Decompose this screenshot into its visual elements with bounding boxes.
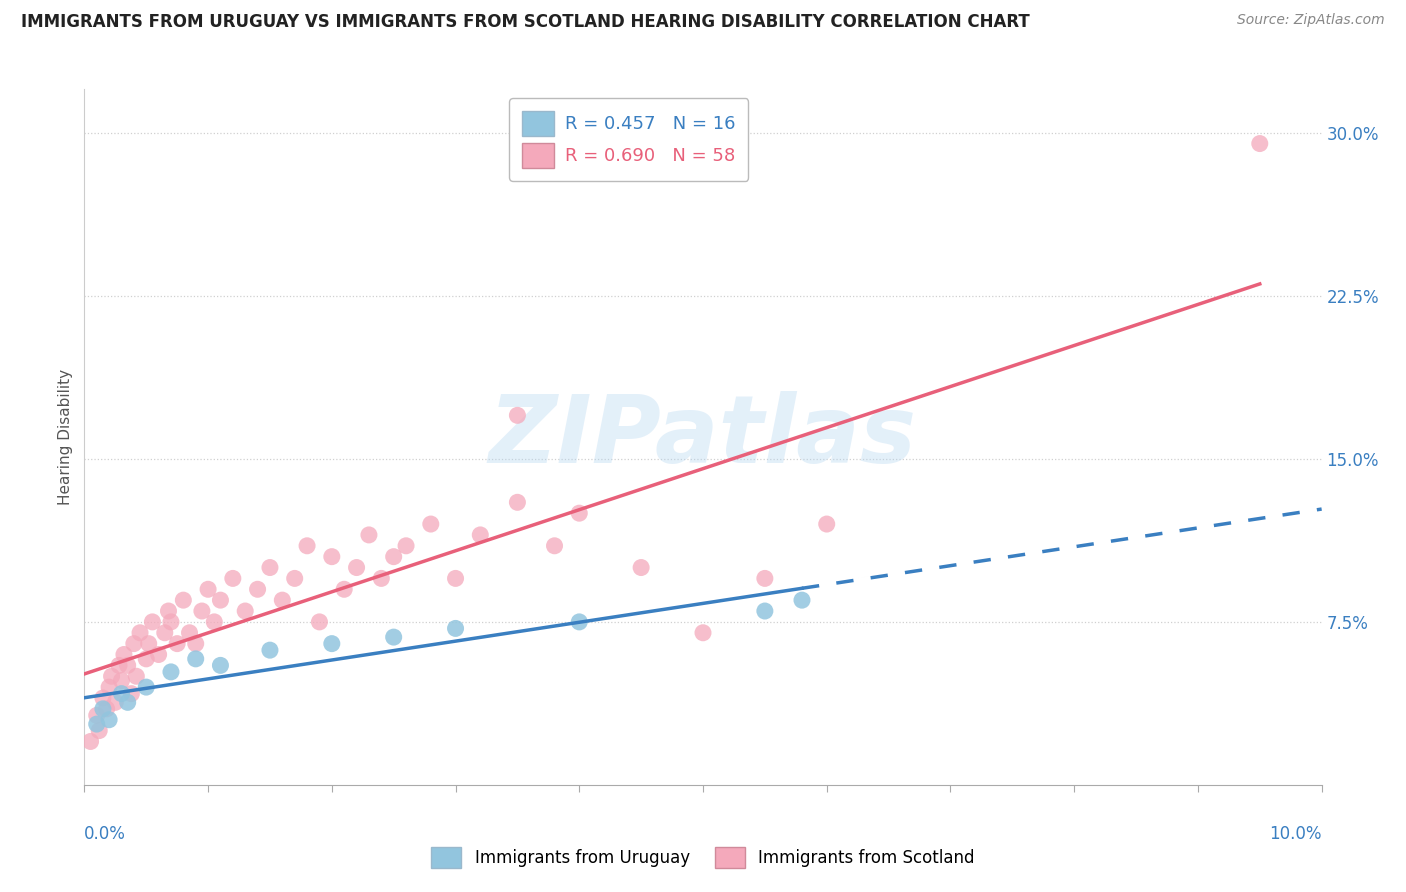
Point bbox=[202, 615, 225, 629]
Point bbox=[543, 539, 565, 553]
Point bbox=[357, 528, 380, 542]
Point bbox=[100, 669, 122, 683]
Text: Source: ZipAtlas.com: Source: ZipAtlas.com bbox=[1237, 13, 1385, 28]
Point bbox=[184, 652, 207, 666]
Point bbox=[86, 717, 108, 731]
Point bbox=[506, 495, 529, 509]
Point bbox=[506, 409, 529, 423]
Point bbox=[86, 708, 108, 723]
Point bbox=[568, 615, 591, 629]
Text: 10.0%: 10.0% bbox=[1270, 825, 1322, 843]
Point bbox=[191, 604, 214, 618]
Point bbox=[91, 702, 114, 716]
Point bbox=[110, 673, 132, 688]
Point bbox=[222, 571, 245, 585]
Point bbox=[382, 630, 405, 644]
Point bbox=[333, 582, 356, 597]
Point bbox=[135, 652, 157, 666]
Point bbox=[692, 625, 714, 640]
Point bbox=[209, 593, 232, 607]
Point bbox=[346, 560, 368, 574]
Point bbox=[395, 539, 418, 553]
Point bbox=[197, 582, 219, 597]
Text: ZIPatlas: ZIPatlas bbox=[489, 391, 917, 483]
Point bbox=[284, 571, 307, 585]
Point bbox=[1249, 136, 1271, 151]
Point bbox=[815, 516, 838, 531]
Point bbox=[630, 560, 652, 574]
Point bbox=[172, 593, 194, 607]
Legend: Immigrants from Uruguay, Immigrants from Scotland: Immigrants from Uruguay, Immigrants from… bbox=[425, 840, 981, 875]
Point bbox=[166, 637, 188, 651]
Point bbox=[122, 637, 145, 651]
Point bbox=[233, 604, 256, 618]
Point bbox=[444, 621, 467, 635]
Point bbox=[754, 571, 776, 585]
Point bbox=[135, 680, 157, 694]
Point bbox=[98, 680, 121, 694]
Point bbox=[160, 615, 183, 629]
Point bbox=[141, 615, 163, 629]
Point bbox=[184, 637, 207, 651]
Point bbox=[444, 571, 467, 585]
Point bbox=[246, 582, 269, 597]
Point bbox=[153, 625, 176, 640]
Point bbox=[321, 549, 343, 564]
Point bbox=[308, 615, 330, 629]
Point bbox=[91, 690, 114, 705]
Point bbox=[89, 723, 111, 738]
Point bbox=[108, 658, 131, 673]
Text: IMMIGRANTS FROM URUGUAY VS IMMIGRANTS FROM SCOTLAND HEARING DISABILITY CORRELATI: IMMIGRANTS FROM URUGUAY VS IMMIGRANTS FR… bbox=[21, 13, 1029, 31]
Point bbox=[125, 669, 148, 683]
Point bbox=[129, 625, 152, 640]
Point bbox=[209, 658, 232, 673]
Point bbox=[271, 593, 294, 607]
Point bbox=[112, 648, 135, 662]
Point bbox=[754, 604, 776, 618]
Point bbox=[98, 713, 121, 727]
Point bbox=[138, 637, 160, 651]
Point bbox=[295, 539, 318, 553]
Point bbox=[117, 658, 139, 673]
Point bbox=[179, 625, 201, 640]
Point bbox=[104, 695, 127, 709]
Point bbox=[120, 687, 142, 701]
Point bbox=[148, 648, 170, 662]
Y-axis label: Hearing Disability: Hearing Disability bbox=[58, 369, 73, 505]
Point bbox=[382, 549, 405, 564]
Point bbox=[96, 702, 118, 716]
Point bbox=[470, 528, 492, 542]
Point bbox=[157, 604, 180, 618]
Point bbox=[419, 516, 441, 531]
Point bbox=[370, 571, 392, 585]
Point bbox=[110, 687, 132, 701]
Point bbox=[79, 734, 101, 748]
Point bbox=[568, 506, 591, 520]
Point bbox=[259, 643, 281, 657]
Point bbox=[117, 695, 139, 709]
Point bbox=[259, 560, 281, 574]
Point bbox=[160, 665, 183, 679]
Point bbox=[790, 593, 813, 607]
Text: 0.0%: 0.0% bbox=[84, 825, 127, 843]
Legend: R = 0.457   N = 16, R = 0.690   N = 58: R = 0.457 N = 16, R = 0.690 N = 58 bbox=[509, 98, 748, 181]
Point bbox=[321, 637, 343, 651]
